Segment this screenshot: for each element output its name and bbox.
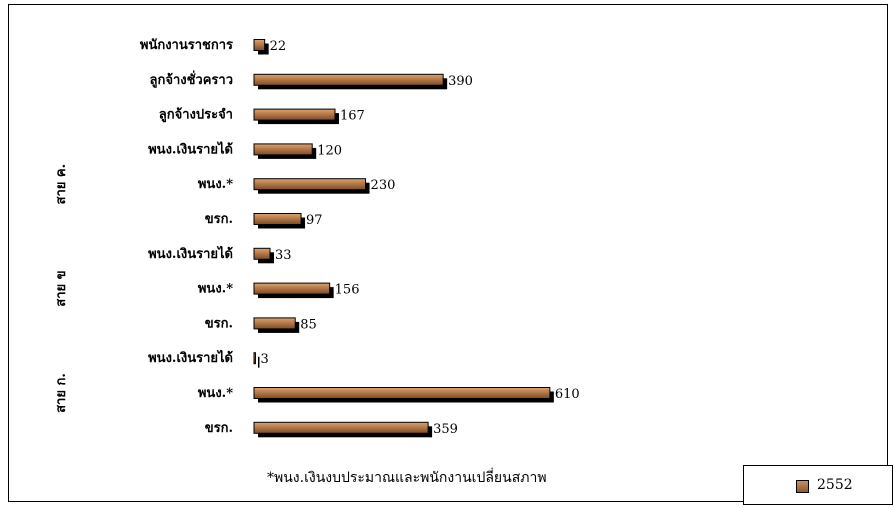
category-label: พนง.เงินรายได้ xyxy=(148,349,233,366)
category-label: ขรก. xyxy=(205,316,233,331)
data-label: 167 xyxy=(340,109,365,124)
bar xyxy=(253,178,367,191)
category-label: พนง.* xyxy=(198,177,233,192)
category-label: พนง.เงินรายได้ xyxy=(148,140,233,157)
category-label: ขรก. xyxy=(205,212,233,227)
legend-swatch xyxy=(796,480,809,493)
bar xyxy=(253,247,271,260)
category-label: พนง.* xyxy=(198,282,233,297)
data-label: 230 xyxy=(371,178,396,193)
bars-layer: พนักงานราชการ 22 ลูกจ้างชั่วคราว 390 ลูกจ้าง… xyxy=(54,38,580,438)
data-label: 3 xyxy=(260,352,268,367)
group-label: สาย ข xyxy=(54,270,69,306)
bar xyxy=(253,73,444,86)
bar xyxy=(253,421,429,434)
data-label: 85 xyxy=(300,317,317,332)
category-label: พนักงานราชการ xyxy=(140,38,233,53)
bar-shadow xyxy=(258,356,260,368)
data-label: 156 xyxy=(335,283,360,298)
category-label: ลูกจ้างชั่วคราว xyxy=(149,70,233,88)
bar xyxy=(253,282,331,295)
category-label: ลูกจ้างประจำ xyxy=(159,107,233,123)
bar xyxy=(253,387,551,399)
bar xyxy=(253,317,296,330)
group-label: สาย ก. xyxy=(54,373,69,413)
data-label: 120 xyxy=(317,143,342,158)
group-label: สาย ค. xyxy=(54,164,69,205)
legend-label: 2552 xyxy=(817,477,853,493)
data-label: 610 xyxy=(555,387,580,402)
data-label: 22 xyxy=(270,39,287,54)
legend: 2552 xyxy=(743,465,893,505)
chart-frame: พนักงานราชการ 22 ลูกจ้างชั่วคราว 390 ลูกจ้าง… xyxy=(8,4,888,502)
chart-footnote: *พนง.เงินงบประมาณและพนักงานเปลี่ยนสภาพ xyxy=(267,470,547,486)
data-label: 33 xyxy=(275,248,292,263)
category-label: พนง.* xyxy=(198,386,233,401)
bar-chart: พนักงานราชการ 22 ลูกจ้างชั่วคราว 390 ลูกจ้าง… xyxy=(54,38,580,438)
bar xyxy=(253,108,336,121)
bar xyxy=(253,352,256,365)
bar xyxy=(253,39,266,51)
bar xyxy=(253,143,313,156)
category-label: ขรก. xyxy=(205,421,233,436)
data-label: 390 xyxy=(448,74,473,89)
data-label: 97 xyxy=(306,213,323,228)
bar xyxy=(253,213,302,225)
data-label: 359 xyxy=(433,422,458,437)
category-label: พนง.เงินรายได้ xyxy=(148,245,233,262)
